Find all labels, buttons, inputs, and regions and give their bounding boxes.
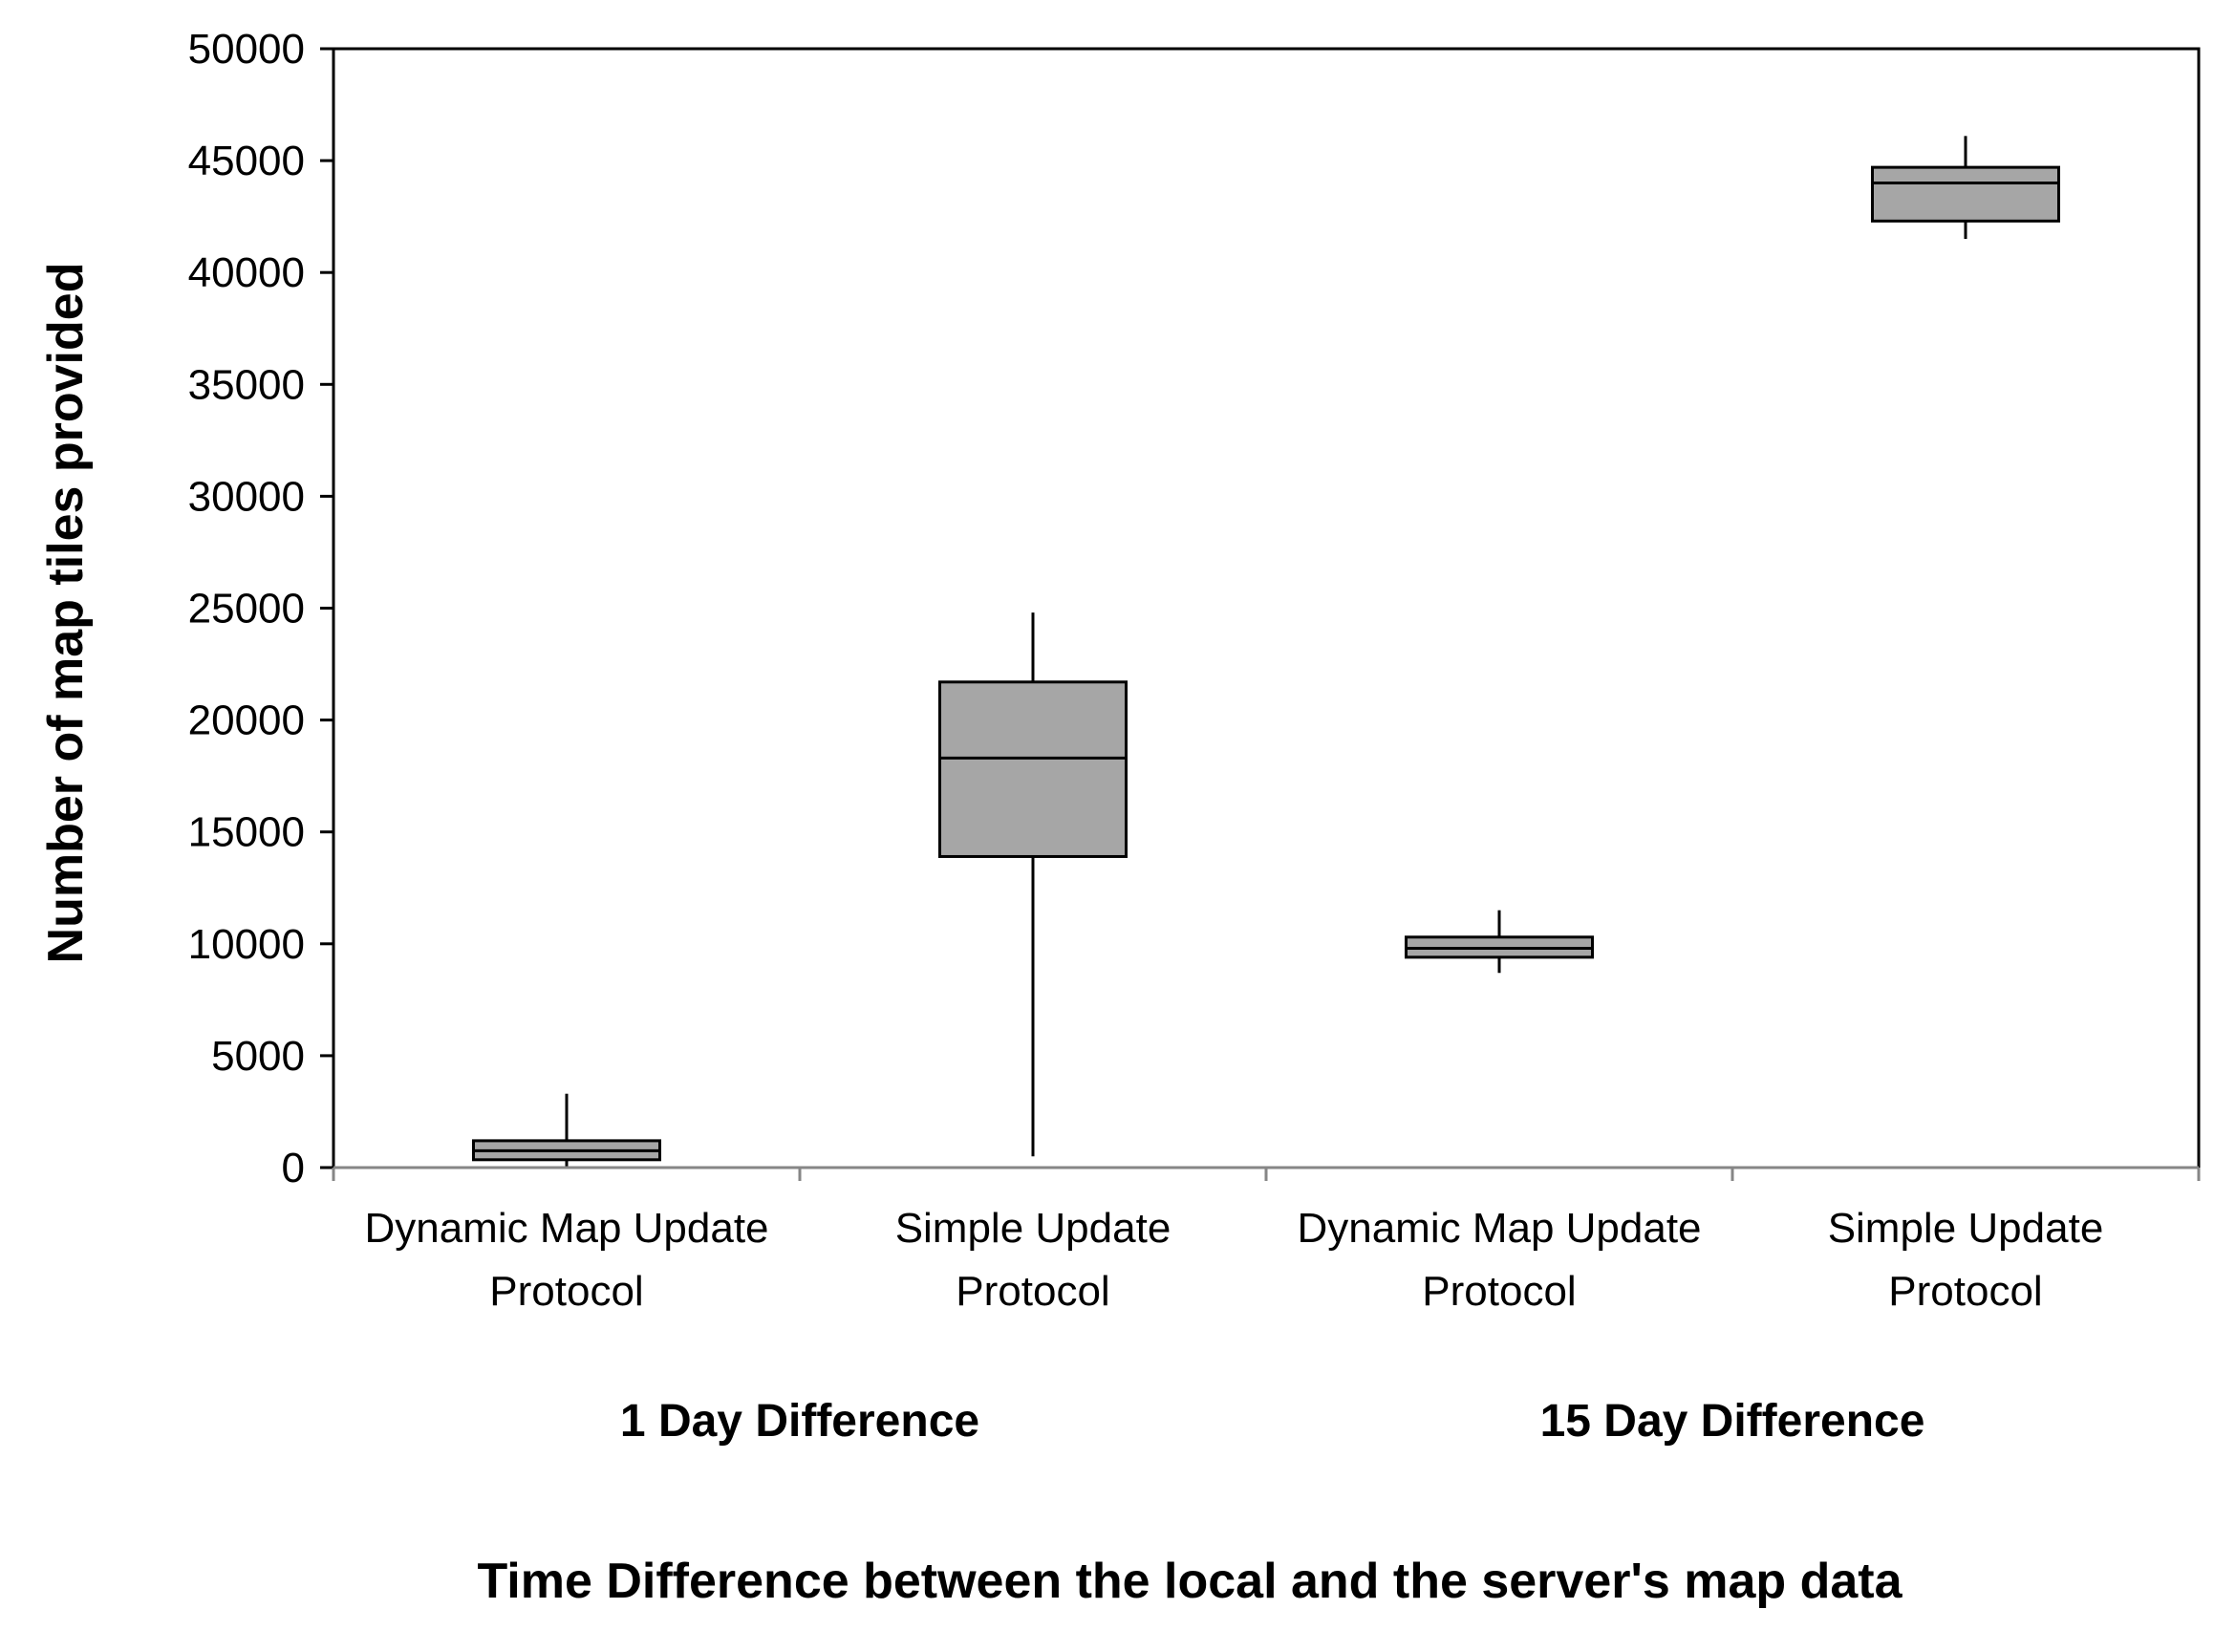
x-axis-ticks [332,1168,2201,1181]
box-plot-3 [1405,910,1594,974]
box-plot-1 [472,1093,661,1167]
category-label: Dynamic Map Update Protocol [364,1205,768,1315]
group-label: 1 Day Difference [620,1396,979,1447]
category-label-line: Protocol [489,1268,643,1315]
y-tick-label: 10000 [188,921,305,968]
y-axis-title: Number of map tiles provided [38,263,94,964]
y-tick-label: 0 [282,1145,305,1191]
category-label-line: Dynamic Map Update [364,1205,768,1252]
box-plot-2 [938,612,1128,1157]
category-label: Simple Update Protocol [895,1205,1171,1315]
category-label-line: Dynamic Map Update [1297,1205,1701,1252]
category-label-line: Protocol [956,1268,1109,1315]
y-tick-label: 20000 [188,697,305,744]
y-tick-label: 25000 [188,586,305,633]
y-tick-label: 40000 [188,249,305,296]
y-tick-label: 5000 [211,1033,305,1080]
category-label-line: Protocol [1422,1268,1576,1315]
group-label: 15 Day Difference [1540,1396,1925,1447]
y-tick-label: 35000 [188,361,305,408]
box-iqr [1871,165,2060,223]
category-label: Simple Update Protocol [1828,1205,2104,1315]
y-axis-ticks: 0 5000 10000 15000 20000 25000 30000 35000 40000… [188,26,333,1191]
category-label: Dynamic Map Update Protocol [1297,1205,1701,1315]
box-plot-4 [1871,136,2060,240]
box-iqr [938,680,1128,858]
x-axis-title: Time Difference between the local and th… [477,1554,1902,1609]
category-labels: Dynamic Map Update Protocol Simple Update P… [364,1205,2103,1315]
category-label-line: Simple Update [1828,1205,2104,1252]
y-tick-label: 15000 [188,809,305,856]
category-label-line: Simple Update [895,1205,1171,1252]
group-labels: 1 Day Difference 15 Day Difference [620,1396,1925,1447]
category-label-line: Protocol [1888,1268,2042,1315]
y-tick-label: 50000 [188,26,305,73]
box-plots [472,136,2060,1167]
y-tick-label: 30000 [188,473,305,520]
y-tick-label: 45000 [188,138,305,184]
